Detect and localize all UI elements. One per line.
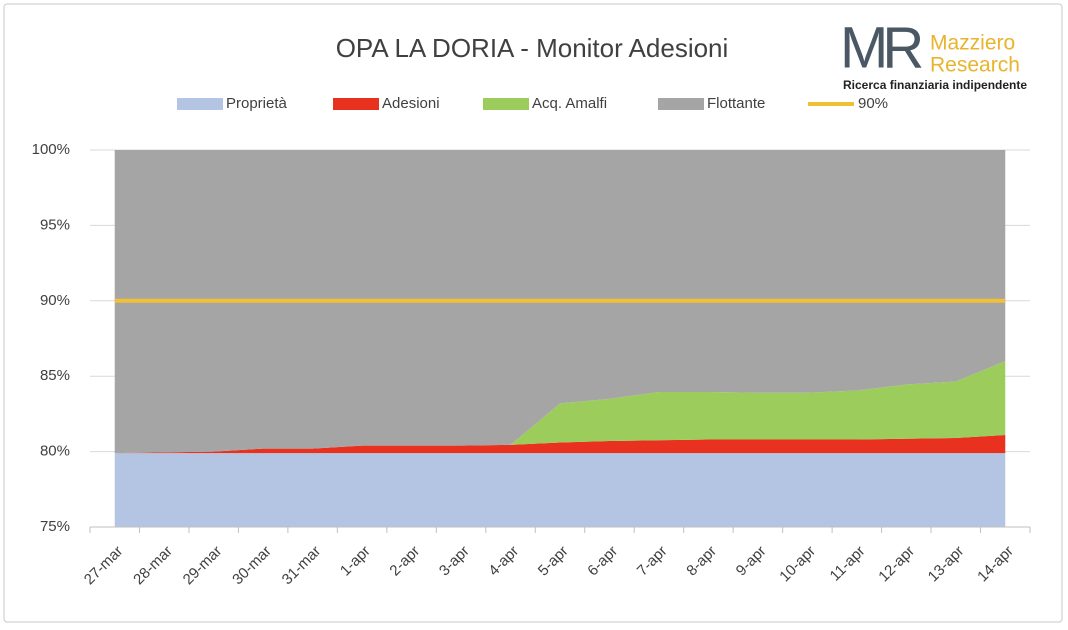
y-tick-label: 75% (40, 518, 70, 535)
logo-mark: MR (840, 15, 922, 80)
legend-swatch (658, 98, 704, 110)
logo-tagline: Ricerca finanziaria indipendente (843, 78, 1027, 92)
legend-swatch (333, 98, 379, 110)
y-tick-label: 95% (40, 216, 70, 233)
logo: MR Mazziero Research Ricerca finanziaria… (840, 15, 1027, 92)
logo-name: Mazziero (930, 32, 1015, 55)
legend-label: Acq. Amalfi (532, 95, 607, 112)
area (114, 361, 1006, 454)
legend-label: Proprietà (226, 95, 288, 112)
area (114, 453, 1006, 527)
legend-swatch (177, 98, 223, 110)
legend-label: 90% (858, 95, 888, 112)
legend-label: Flottante (707, 95, 765, 112)
legend-label: Adesioni (382, 95, 440, 112)
y-tick-label: 100% (32, 141, 70, 158)
y-tick-label: 85% (40, 367, 70, 384)
chart-title: OPA LA DORIA - Monitor Adesioni (336, 33, 729, 63)
logo-name: Research (930, 54, 1020, 77)
legend-swatch (483, 98, 529, 110)
y-tick-label: 80% (40, 443, 70, 460)
y-tick-label: 90% (40, 292, 70, 309)
